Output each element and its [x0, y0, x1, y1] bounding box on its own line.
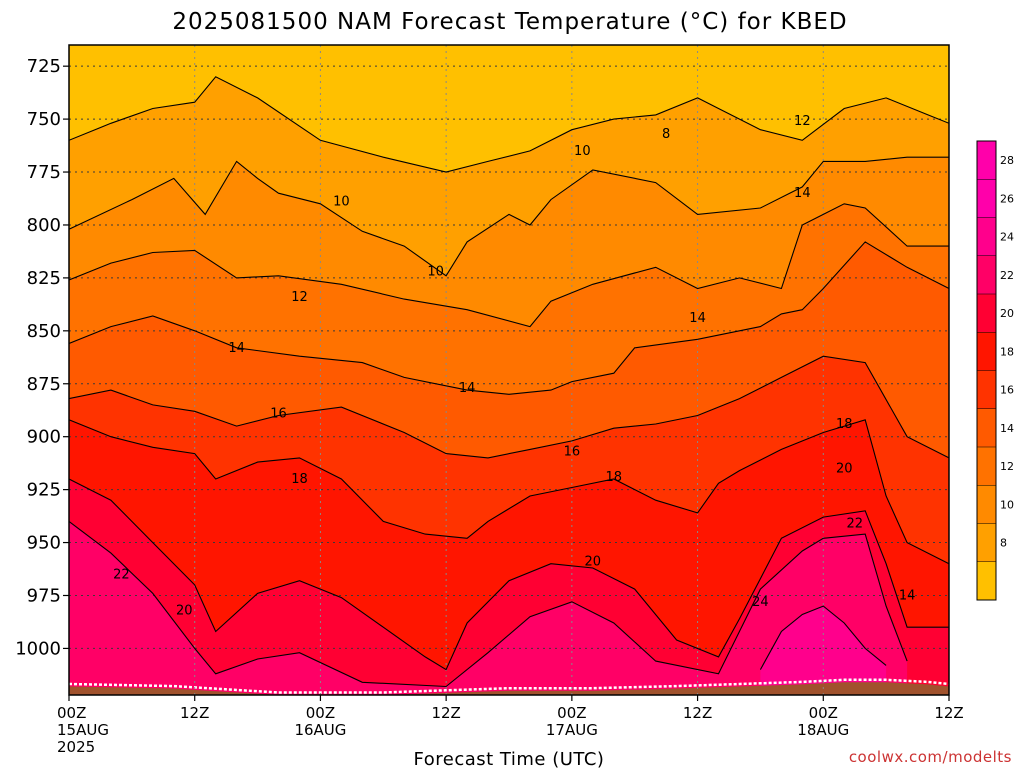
plot-area: 8 10 10 10 12 12 14 14 14 14 14 16 16 18 18 18 20 20 20 22 2…	[69, 45, 949, 695]
colorbar-label-14: 14	[1000, 422, 1014, 435]
contour-label-22: 22	[113, 567, 130, 582]
colorbar-label-18: 18	[1000, 345, 1014, 358]
y-tick-label-725: 725	[27, 56, 61, 77]
contour-label-8: 8	[662, 127, 670, 142]
y-tick-label-775: 775	[27, 162, 61, 183]
plot-frame	[68, 44, 950, 696]
isotherm-16	[69, 355, 949, 459]
x-tick-label-72: 00Z	[809, 704, 838, 722]
colorbar-band-18	[977, 332, 996, 371]
colorbar-label-24: 24	[1000, 231, 1014, 244]
colorbar-label-12: 12	[1000, 460, 1014, 473]
contour-label-14: 14	[228, 341, 245, 356]
y-tick-label-750: 750	[27, 109, 61, 130]
x-tick-label-36: 12Z	[431, 704, 460, 722]
x-tick-date-0: 15AUG	[57, 721, 109, 739]
y-tick-label-850: 850	[27, 321, 61, 342]
contour-label-10: 10	[574, 144, 591, 159]
colorbar-label-20: 20	[1000, 307, 1014, 320]
grid-lines	[69, 45, 949, 695]
y-tick-label-900: 900	[27, 427, 61, 448]
contour-label-10: 10	[427, 265, 444, 280]
x-tick-date-48: 17AUG	[546, 721, 598, 739]
ground-surface	[69, 678, 949, 695]
contour-label-14: 14	[794, 186, 811, 201]
isotherm-14	[69, 241, 949, 395]
contour-label-14: 14	[459, 381, 476, 396]
y-tick-label-825: 825	[27, 268, 61, 289]
x-tick-year-0: 2025	[57, 738, 95, 756]
isotherm-18	[69, 419, 949, 565]
isotherm-12	[69, 203, 949, 328]
y-tick-label-975: 975	[27, 585, 61, 606]
isotherm-24	[759, 605, 887, 670]
surface-edge	[69, 678, 949, 694]
x-tick-label-48: 00Z	[557, 704, 586, 722]
colorbar-band-26	[977, 179, 996, 218]
ground-fill	[69, 682, 949, 695]
contour-label-22: 22	[846, 517, 863, 532]
contour-label-16: 16	[564, 445, 581, 460]
colorbar-band-20	[977, 294, 996, 333]
contour-label-20: 20	[176, 603, 193, 618]
colorbar-band-6	[977, 561, 996, 601]
y-tick-label-800: 800	[27, 215, 61, 236]
isotherm-22	[69, 520, 908, 688]
y-axis: 725 750 775 800 825 850 875 900 925 950 975 1000	[15, 56, 69, 659]
colorbar-label-8: 8	[1000, 537, 1007, 550]
y-tick-label-925: 925	[27, 480, 61, 501]
colorbar-band-10	[977, 485, 996, 524]
credit-text: coolwx.com/modelts	[849, 748, 1012, 766]
contour-label-20: 20	[585, 555, 602, 570]
colorbar-band-22	[977, 255, 996, 295]
colorbar-band-12	[977, 447, 996, 486]
fill-layer-above-24	[760, 606, 887, 695]
colorbar-band-8	[977, 523, 996, 563]
fill-layer-above-20	[69, 479, 949, 695]
contour-label-10: 10	[333, 195, 350, 210]
x-tick-date-24: 16AUG	[294, 721, 346, 739]
colorbar-label-22: 22	[1000, 269, 1014, 282]
colorbar-band-16	[977, 370, 996, 410]
isotherm-lines	[69, 76, 949, 688]
colorbar-band-14	[977, 408, 996, 448]
contour-label-16: 16	[270, 406, 287, 421]
colorbar-legend: 28 26 24 22 20 18 16 14 12 10 8	[976, 140, 1014, 601]
y-tick-label-950: 950	[27, 533, 61, 554]
contour-label-14: 14	[689, 311, 706, 326]
x-axis-title: Forecast Time (UTC)	[414, 749, 605, 768]
contour-label-20: 20	[836, 461, 853, 476]
temperature-fills	[69, 45, 949, 695]
contour-label-24: 24	[752, 595, 769, 610]
colorbar-label-26: 26	[1000, 192, 1014, 205]
contour-label-18: 18	[836, 417, 853, 432]
y-tick-label-875: 875	[27, 374, 61, 395]
colorbar-label-28: 28	[1000, 154, 1014, 167]
isotherm-10	[69, 156, 949, 277]
contour-label-12: 12	[291, 290, 308, 305]
x-tick-label-12: 12Z	[180, 704, 209, 722]
x-tick-label-60: 12Z	[683, 704, 712, 722]
x-tick-label-84: 12Z	[934, 704, 963, 722]
colorbar-band-28	[977, 141, 996, 180]
x-tick-label-0: 00Z	[57, 704, 86, 722]
x-tick-label-24: 00Z	[306, 704, 335, 722]
contour-label-18: 18	[291, 472, 308, 487]
chart-title: 2025081500 NAM Forecast Temperature (°C)…	[172, 9, 847, 35]
isotherm-8	[69, 76, 949, 173]
y-tick-label-1000: 1000	[15, 638, 61, 659]
contour-label-14: 14	[899, 588, 916, 603]
contour-label-12: 12	[794, 114, 811, 129]
colorbar-label-10: 10	[1000, 498, 1014, 511]
contour-label-18: 18	[605, 470, 622, 485]
contour-labels: 8 10 10 10 12 12 14 14 14 14 14 16 16 18 18 18 20 20 20 22 2…	[113, 114, 915, 618]
colorbar-label-16: 16	[1000, 384, 1014, 397]
x-tick-date-72: 18AUG	[797, 721, 849, 739]
colorbar-band-24	[977, 217, 996, 257]
isotherm-20	[69, 478, 949, 671]
